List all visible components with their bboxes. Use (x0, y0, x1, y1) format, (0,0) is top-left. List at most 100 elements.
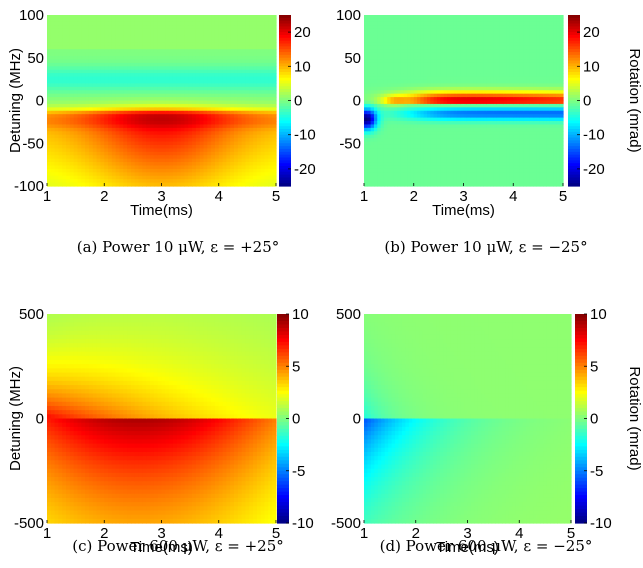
heatmap-cell (242, 107, 246, 111)
heatmap-cell (135, 25, 139, 29)
heatmap-cell (257, 39, 261, 43)
heatmap-cell (120, 66, 124, 70)
heatmap-cell (265, 131, 269, 135)
heatmap-cell (74, 165, 78, 169)
heatmap-cell (104, 131, 108, 135)
heatmap-cell (223, 59, 227, 63)
heatmap-cell (74, 155, 78, 159)
heatmap-cell (215, 87, 219, 91)
heatmap-cell (70, 66, 74, 70)
heatmap-cell (70, 73, 74, 77)
heatmap-cell (215, 56, 219, 60)
heatmap-cell (135, 104, 139, 108)
heatmap-cell (196, 179, 200, 183)
heatmap-cell (215, 159, 219, 163)
heatmap-cell (272, 145, 276, 149)
heatmap-cell (51, 128, 55, 132)
heatmap-cell (158, 63, 162, 67)
heatmap-cell (196, 114, 200, 118)
heatmap-cell (131, 36, 135, 40)
heatmap-cell (158, 111, 162, 115)
heatmap-cell (169, 87, 173, 91)
heatmap-cell (139, 138, 143, 142)
heatmap-cell (47, 145, 51, 149)
heatmap-cell (139, 121, 143, 125)
heatmap-cell (97, 121, 101, 125)
heatmap-cell (51, 73, 55, 77)
heatmap-cell (116, 73, 120, 77)
heatmap-cell (215, 124, 219, 128)
heatmap-cell (58, 49, 62, 53)
heatmap-cell (192, 36, 196, 40)
heatmap-cell (116, 162, 120, 166)
heatmap-cell (223, 42, 227, 46)
heatmap-cell (272, 87, 276, 91)
heatmap-cell (234, 25, 238, 29)
heatmap-cell (150, 135, 154, 139)
heatmap-cell (261, 176, 265, 180)
heatmap-cell (230, 114, 234, 118)
heatmap-cell (158, 145, 162, 149)
heatmap-cell (97, 135, 101, 139)
heatmap-cell (146, 42, 150, 46)
heatmap-cell (127, 183, 131, 187)
heatmap-cell (181, 80, 185, 84)
heatmap-cell (184, 15, 188, 19)
heatmap-cell (70, 94, 74, 98)
heatmap-cell (51, 63, 55, 67)
heatmap-cell (192, 165, 196, 169)
heatmap-cell (104, 15, 108, 19)
heatmap-cell (51, 90, 55, 94)
heatmap-cell (184, 152, 188, 156)
heatmap-cell (192, 53, 196, 57)
heatmap-cell (112, 107, 116, 111)
heatmap-cell (238, 15, 242, 19)
heatmap-cell (85, 53, 89, 57)
heatmap-cell (242, 114, 246, 118)
heatmap-cell (142, 46, 146, 50)
heatmap-cell (55, 97, 59, 101)
heatmap-cell (131, 49, 135, 53)
heatmap-cell (74, 49, 78, 53)
heatmap-cell (135, 111, 139, 115)
heatmap-cell (238, 162, 242, 166)
heatmap-cell (108, 39, 112, 43)
heatmap-cell (215, 148, 219, 152)
heatmap-cell (85, 138, 89, 142)
heatmap-cell (207, 83, 211, 87)
heatmap-cell (211, 169, 215, 173)
heatmap-cell (123, 138, 127, 142)
heatmap-cell (173, 59, 177, 63)
heatmap-cell (238, 63, 242, 67)
heatmap-cell (207, 128, 211, 132)
heatmap-cell (108, 152, 112, 156)
heatmap-cell (108, 83, 112, 87)
heatmap-cell (158, 83, 162, 87)
heatmap-cell (62, 128, 66, 132)
heatmap-cell (97, 111, 101, 115)
heatmap-cell (78, 36, 82, 40)
heatmap-cell (74, 138, 78, 142)
heatmap-cell (47, 73, 51, 77)
heatmap-cell (165, 107, 169, 111)
heatmap-cell (219, 124, 223, 128)
heatmap-cell (192, 56, 196, 60)
heatmap-cell (70, 53, 74, 57)
heatmap-cell (234, 131, 238, 135)
heatmap-cell (85, 32, 89, 36)
heatmap-cell (169, 118, 173, 122)
heatmap-cell (154, 176, 158, 180)
heatmap-cell (100, 118, 104, 122)
heatmap-cell (127, 80, 131, 84)
heatmap-cell (74, 159, 78, 163)
heatmap-cell (265, 80, 269, 84)
heatmap-cell (104, 73, 108, 77)
heatmap-cell (207, 107, 211, 111)
heatmap-cell (265, 155, 269, 159)
heatmap-cell (234, 18, 238, 22)
heatmap-cell (265, 162, 269, 166)
heatmap-cell (162, 97, 166, 101)
heatmap-cell (226, 101, 230, 105)
heatmap-cell (158, 114, 162, 118)
heatmap-cell (265, 107, 269, 111)
